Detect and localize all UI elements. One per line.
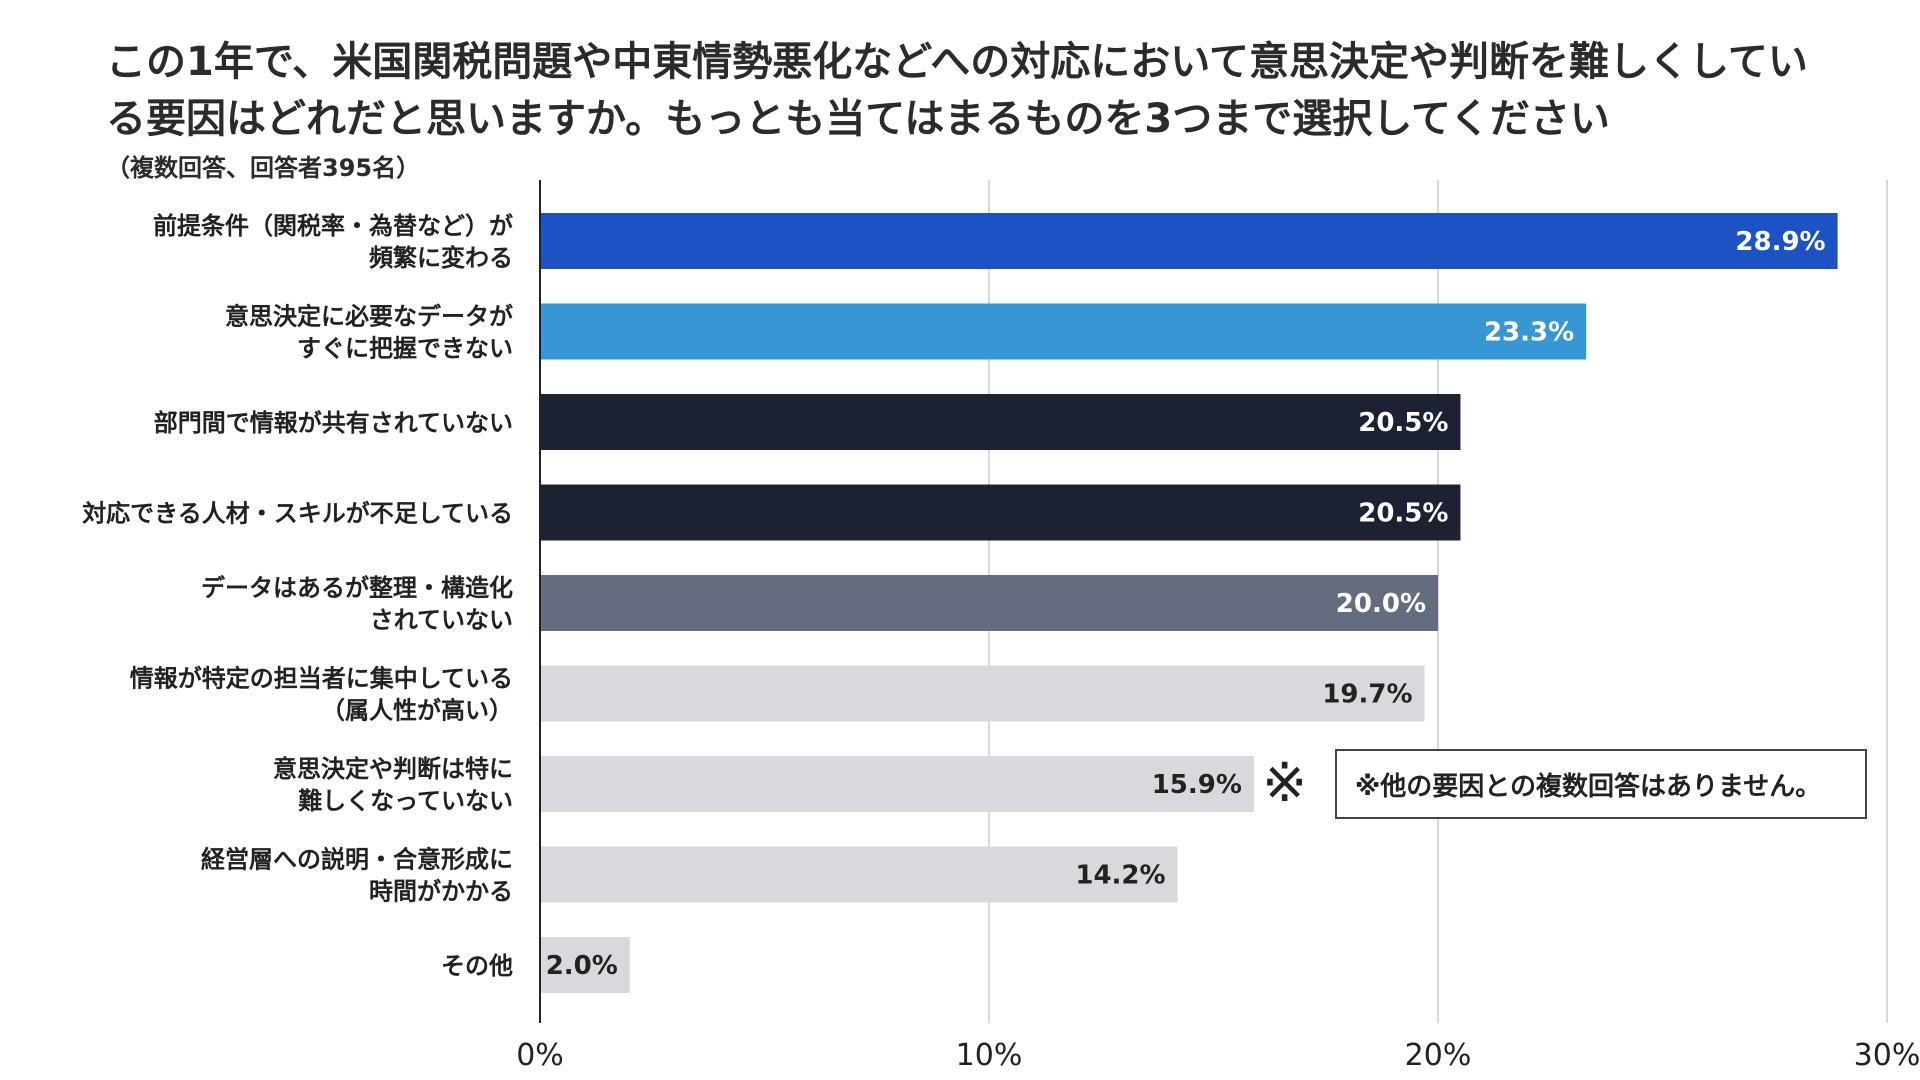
bar-6 [540,756,1254,812]
category-label-2-0: 部門間で情報が共有されていない [154,409,513,437]
annotation-mark: ※ [1262,751,1308,814]
chart-title-line-2: る要因はどれだと思いますか。もっとも当てはまるものを3つまで選択してください [106,96,1610,142]
category-label-5-0: 情報が特定の担当者に集中している [130,665,513,693]
category-label-6-1: 難しくなっていない [298,787,513,815]
x-tick-label-0: 0% [516,1038,564,1073]
category-label-0-1: 頻繁に変わる [369,244,513,272]
x-tick-label-2: 20% [1405,1038,1472,1073]
x-tick-label-1: 10% [956,1038,1023,1073]
category-label-7-0: 経営層への説明・合意形成に [201,846,513,874]
value-label-6: 15.9% [1152,770,1242,800]
value-label-8: 2.0% [546,951,618,981]
category-label-7-1: 時間がかかる [369,878,513,906]
bar-7 [540,846,1178,903]
bar-1 [540,303,1587,360]
category-label-4-0: データはあるが整理・構造化 [201,574,513,602]
category-label-1-1: すぐに把握できない [297,335,513,363]
category-label-5-1: （属人性が高い） [321,697,513,725]
value-label-3: 20.5% [1358,499,1448,529]
category-label-0-0: 前提条件（関税率・為替など）が [153,212,513,240]
chart-title-line-1: この1年で、米国関税問題や中東情勢悪化などへの対応において意思決定や判断を難しく… [106,39,1808,85]
value-label-7: 14.2% [1075,861,1165,891]
value-label-1: 23.3% [1484,318,1574,348]
bar-4 [540,575,1438,631]
value-label-0: 28.9% [1735,227,1825,257]
bar-5 [540,665,1425,722]
x-tick-label-3: 30% [1854,1038,1920,1073]
category-label-8-0: その他 [441,952,513,980]
category-label-3-0: 対応できる人材・スキルが不足している [82,500,513,528]
value-label-4: 20.0% [1336,589,1426,619]
category-label-1-0: 意思決定に必要なデータが [225,303,513,331]
category-label-4-1: されていない [370,606,513,634]
value-label-2: 20.5% [1358,408,1448,438]
bar-8 [540,937,630,993]
bar-0 [540,213,1838,269]
annotation-note-box: ※他の要因との複数回答はありません。 [1335,749,1867,819]
chart-title: この1年で、米国関税問題や中東情勢悪化などへの対応において意思決定や判断を難しく… [106,34,1826,148]
annotation-note-text: ※他の要因との複数回答はありません。 [1355,771,1822,802]
bar-3 [540,484,1461,541]
value-label-5: 19.7% [1322,680,1412,710]
category-label-6-0: 意思決定や判断は特に [273,755,513,783]
chart-subtitle: （複数回答、回答者395名） [106,154,421,182]
bar-2 [540,394,1461,450]
